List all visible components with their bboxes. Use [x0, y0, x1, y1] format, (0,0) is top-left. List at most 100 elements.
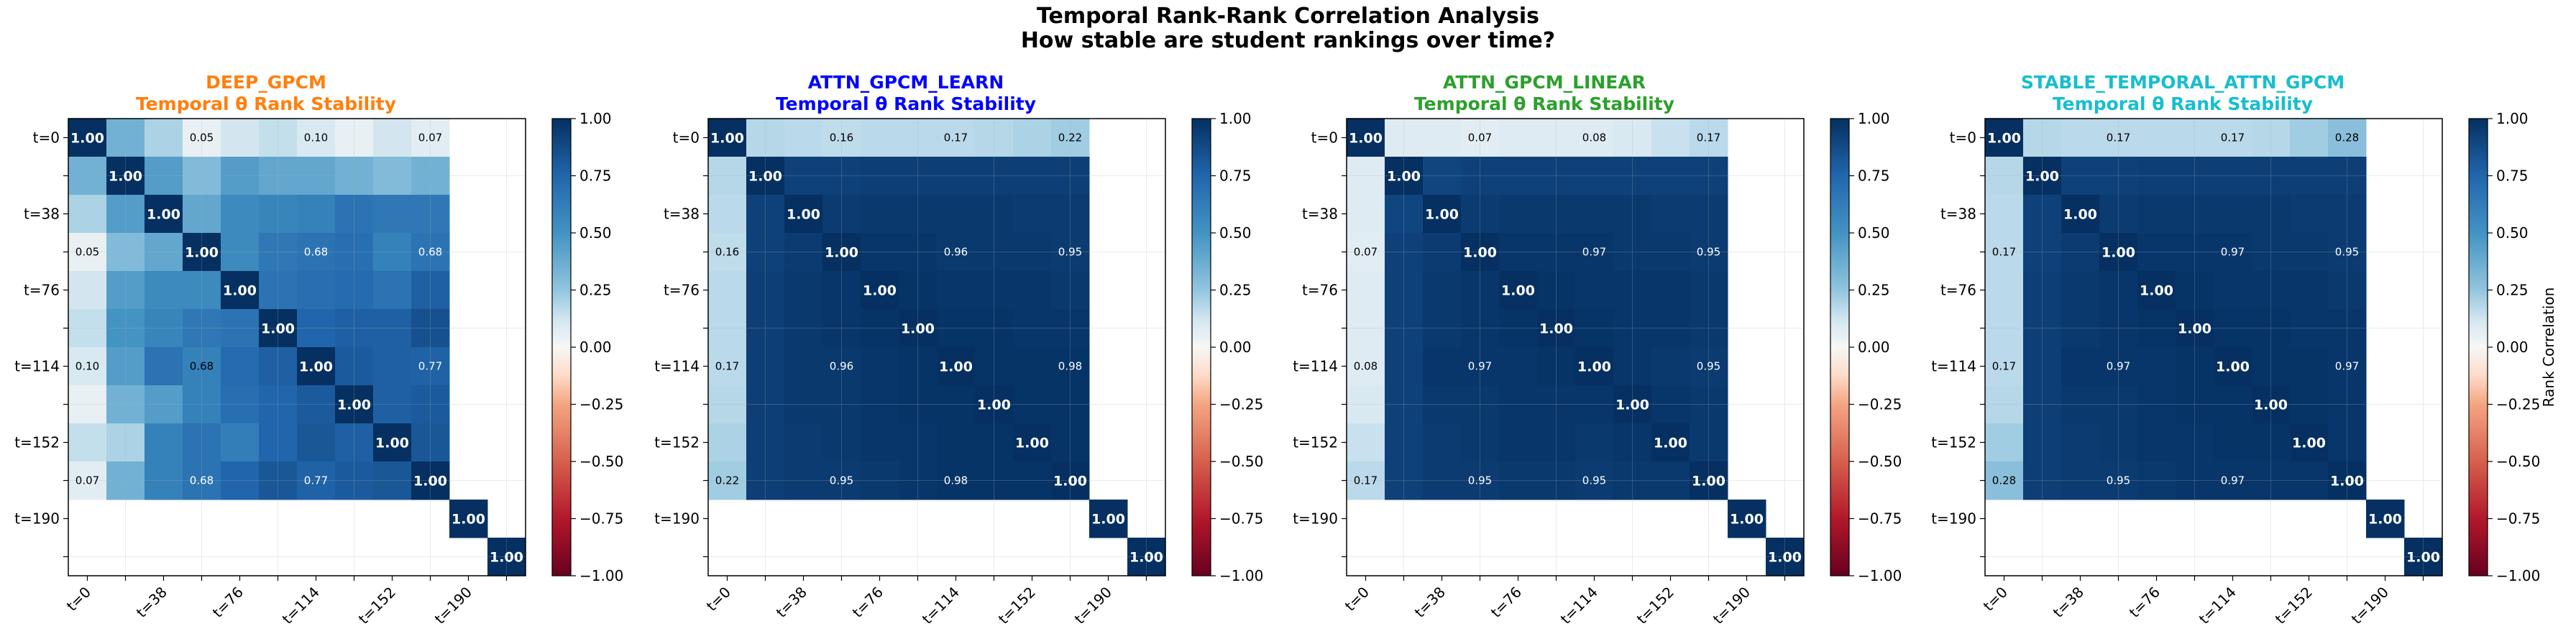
heatmap-cell — [1690, 157, 1728, 196]
colorbar-tick-label: −1.00 — [1858, 567, 1902, 584]
cell-annotation: 0.22 — [715, 474, 739, 487]
heatmap-cell — [1575, 271, 1614, 310]
heatmap-cell — [1385, 423, 1424, 462]
heatmap-cell — [2176, 347, 2214, 386]
heatmap-cell — [1423, 233, 1462, 272]
x-tick-label: t=0 — [1342, 584, 1372, 615]
heatmap-cell — [297, 157, 336, 196]
axes-frame — [1984, 118, 2443, 576]
y-tick-label: t=114 — [1931, 358, 1976, 375]
heatmap-cell — [937, 423, 976, 462]
heatmap-cell — [1089, 500, 1128, 538]
panel-title: STABLE_TEMPORAL_ATTN_GPCM — [2020, 72, 2345, 93]
x-tick-label: t=0 — [703, 584, 734, 615]
colorbar-label: Rank Correlation — [2540, 288, 2557, 408]
heatmap-cell — [297, 309, 336, 348]
cell-annotation: 1.00 — [901, 321, 935, 337]
heatmap-cell — [1613, 195, 1652, 234]
y-tick-label: t=76 — [24, 282, 60, 299]
heatmap-cell — [68, 347, 107, 386]
heatmap-cell — [746, 347, 785, 386]
heatmap-cell — [2137, 157, 2176, 196]
heatmap-cell — [1347, 271, 1385, 310]
colorbar-tick-label: −0.50 — [579, 453, 623, 470]
colorbar-tick-label: 0.75 — [579, 167, 612, 185]
heatmap-cell — [1347, 461, 1385, 500]
heatmap-cell — [899, 461, 938, 500]
heatmap-cell — [975, 385, 1014, 424]
heatmap-cell — [1461, 347, 1500, 386]
heatmap-cell — [1051, 195, 1090, 234]
cell-annotation: 0.95 — [2335, 246, 2359, 259]
heatmap-cell — [221, 347, 260, 386]
cell-annotation: 1.00 — [1615, 397, 1649, 413]
heatmap-cell — [1051, 119, 1090, 157]
heatmap-cell — [2252, 195, 2291, 234]
heatmap-cell — [1651, 271, 1690, 310]
heatmap-cell — [259, 309, 298, 348]
heatmap-cell — [822, 195, 861, 234]
heatmap-cell — [259, 233, 298, 272]
heatmap-cell — [2137, 347, 2176, 386]
heatmap-cell — [1613, 271, 1652, 310]
heatmap-cell — [1013, 195, 1052, 234]
heatmap-cell — [106, 347, 145, 386]
cell-annotation: 0.95 — [1697, 360, 1720, 373]
cell-annotation: 0.08 — [1354, 360, 1378, 373]
heatmap-cell — [2328, 423, 2367, 462]
heatmap-cell — [1385, 233, 1424, 272]
cell-annotation: 1.00 — [413, 474, 447, 489]
cell-annotation: 0.98 — [1058, 360, 1082, 373]
heatmap-cell — [937, 195, 976, 234]
heatmap-cell — [1013, 309, 1052, 348]
cell-annotation: 1.00 — [1129, 550, 1163, 566]
heatmap-cell — [1423, 461, 1462, 500]
heatmap-cell — [68, 461, 107, 500]
heatmap-cell — [2252, 309, 2291, 348]
heatmap-cell — [1613, 157, 1652, 196]
heatmap-cell — [259, 461, 298, 500]
x-tick-label: t=114 — [919, 584, 963, 627]
x-tick-label: t=190 — [2348, 584, 2392, 627]
cell-annotation: 0.95 — [830, 474, 853, 487]
heatmap-cell — [1651, 347, 1690, 386]
heatmap-cell — [1985, 233, 2024, 272]
heatmap-cell — [899, 157, 938, 196]
heatmap-cell — [784, 119, 823, 157]
cell-annotation: 1.00 — [2368, 512, 2402, 528]
heatmap-cell — [861, 385, 899, 424]
heatmap-cell — [861, 461, 899, 500]
heatmap-cell — [221, 157, 260, 196]
x-tick-label: t=76 — [2126, 584, 2163, 621]
heatmap-cell — [861, 309, 899, 348]
heatmap-cell — [1499, 385, 1538, 424]
x-tick-label: t=76 — [849, 584, 886, 621]
heatmap-cell — [2290, 461, 2329, 500]
x-tick-label: t=76 — [209, 584, 247, 621]
cell-annotation: 1.00 — [337, 397, 371, 413]
colorbar-tick-label: 0.00 — [2496, 339, 2529, 356]
heatmap-cell — [2061, 195, 2100, 234]
heatmap-cell — [2328, 119, 2367, 157]
cell-annotation: 1.00 — [748, 169, 782, 185]
heatmap-cell — [708, 157, 747, 196]
panel-subtitle: Temporal θ Rank Stability — [1413, 93, 1675, 114]
heatmap-cell — [1613, 233, 1652, 272]
heatmap-cell — [1423, 195, 1462, 234]
heatmap-cell — [2176, 157, 2214, 196]
heatmap-cell — [2176, 423, 2214, 462]
heatmap-cell — [1651, 385, 1690, 424]
colorbar-tick-label: 0.75 — [1219, 167, 1252, 185]
heatmap-cell — [708, 385, 747, 424]
heatmap-cell — [2023, 195, 2062, 234]
heatmap-cell — [975, 157, 1014, 196]
heatmap-cell — [1575, 119, 1614, 157]
heatmap-cell — [2137, 233, 2176, 272]
cell-annotation: 1.00 — [1349, 131, 1383, 147]
heatmap-cell — [297, 347, 336, 386]
heatmap-cell — [1347, 195, 1385, 234]
heatmap-cell — [1013, 385, 1052, 424]
cell-annotation: 1.00 — [825, 245, 858, 261]
cell-annotation: 0.97 — [2335, 360, 2359, 373]
heatmap-cell — [2252, 423, 2291, 462]
